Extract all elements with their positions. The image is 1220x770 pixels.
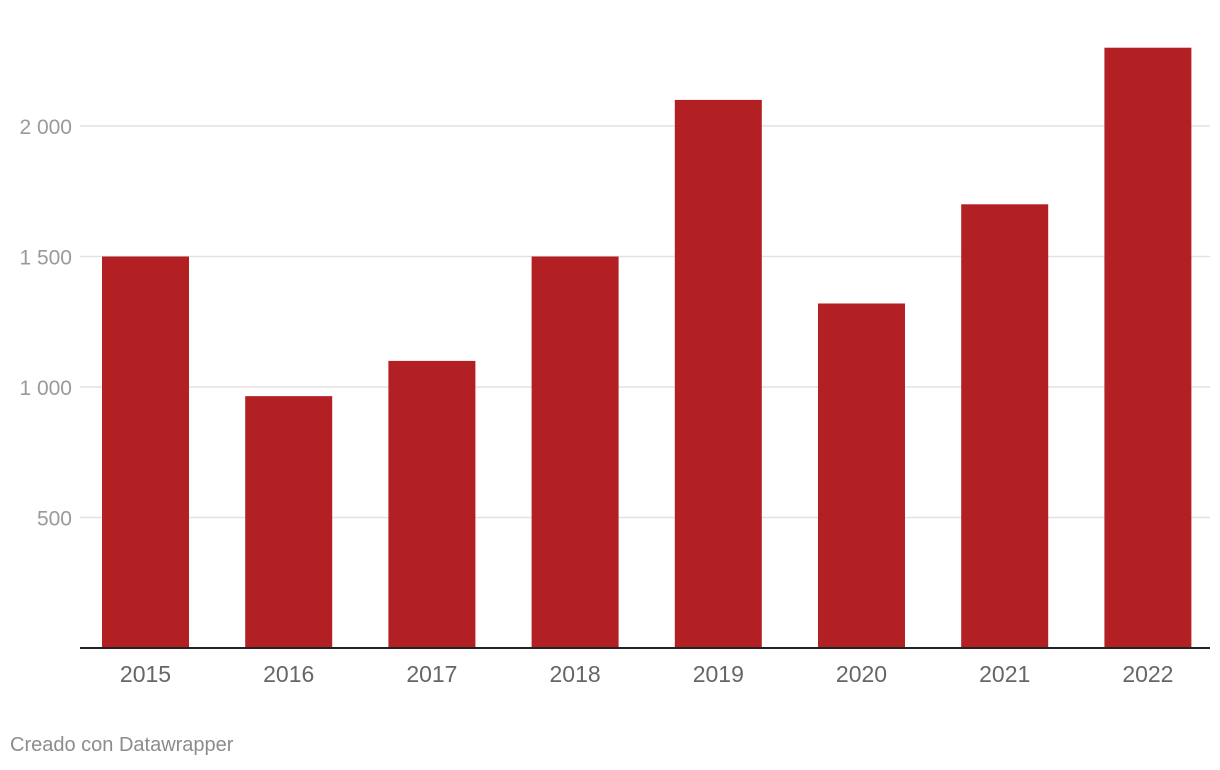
y-tick-label: 1 500 — [19, 247, 72, 270]
y-tick-label: 500 — [37, 508, 72, 531]
bar-2022 — [1104, 47, 1192, 648]
x-tick-label: 2019 — [693, 661, 744, 687]
bar-2018 — [531, 256, 619, 648]
x-tick-label: 2017 — [406, 661, 457, 687]
bar-2017 — [388, 360, 476, 648]
bar-2020 — [818, 303, 905, 648]
y-axis-tick-labels: 500 1 000 1 500 2 000 — [19, 116, 72, 531]
x-tick-label: 2020 — [836, 661, 887, 687]
bar-2021 — [961, 204, 1049, 649]
x-tick-label: 2018 — [550, 661, 601, 687]
x-tick-label: 2016 — [263, 661, 314, 687]
bars — [102, 47, 1192, 649]
bar-2016 — [245, 396, 333, 648]
x-tick-label: 2015 — [120, 661, 171, 687]
credit-text: Creado con Datawrapper — [10, 734, 234, 756]
y-tick-label: 2 000 — [19, 116, 72, 139]
x-tick-label: 2021 — [979, 661, 1030, 687]
x-tick-label: 2022 — [1122, 661, 1173, 687]
y-tick-label: 1 000 — [19, 377, 72, 400]
bar-2015 — [102, 256, 189, 648]
x-axis-tick-labels: 2015 2016 2017 2018 2019 2020 2021 2022 — [120, 661, 1174, 687]
bar-2019 — [674, 99, 762, 648]
